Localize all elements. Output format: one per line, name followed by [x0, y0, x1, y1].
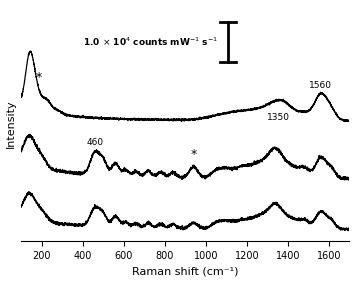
Text: 460: 460 — [86, 138, 104, 147]
X-axis label: Raman shift (cm⁻¹): Raman shift (cm⁻¹) — [132, 266, 239, 276]
Text: 1.0 $\times$ 10$^4$ counts mW$^{-1}$ s$^{-1}$: 1.0 $\times$ 10$^4$ counts mW$^{-1}$ s$^… — [83, 36, 218, 48]
Text: 1560: 1560 — [309, 81, 332, 90]
Y-axis label: Intensity: Intensity — [6, 99, 16, 148]
Text: *: * — [36, 71, 42, 84]
Text: 1350: 1350 — [267, 113, 290, 122]
Text: *: * — [190, 148, 197, 161]
